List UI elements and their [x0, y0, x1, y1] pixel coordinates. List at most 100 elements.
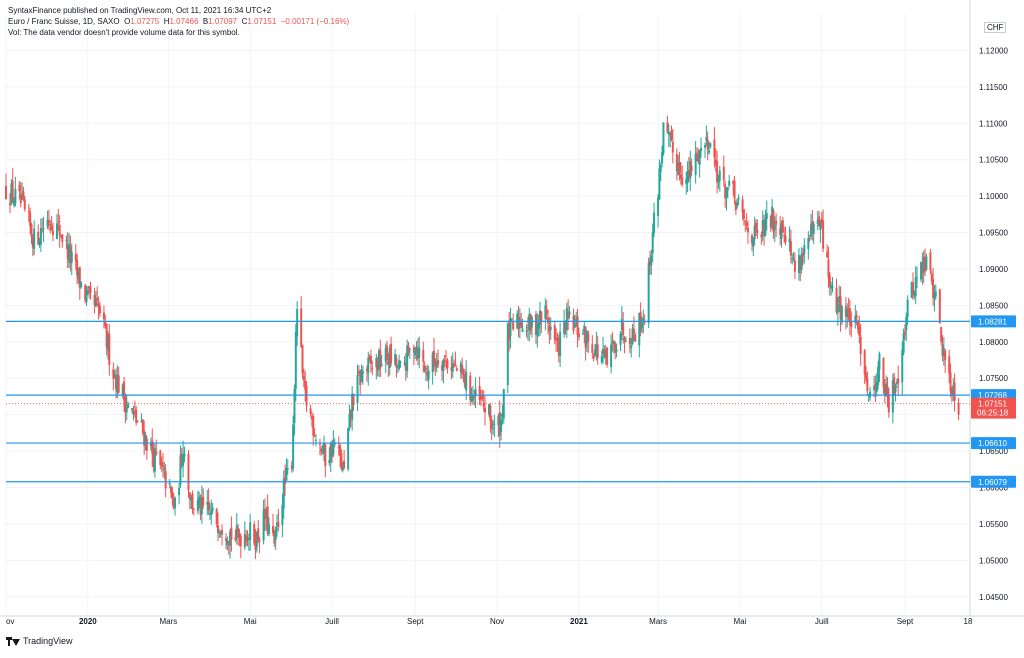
- candle-body[interactable]: [630, 345, 633, 348]
- candle-body[interactable]: [121, 384, 124, 396]
- candle-body[interactable]: [450, 367, 453, 371]
- candle-body[interactable]: [666, 122, 669, 133]
- candle-body[interactable]: [903, 331, 906, 335]
- candle-body[interactable]: [80, 282, 83, 288]
- candle-body[interactable]: [5, 185, 7, 200]
- candle-body[interactable]: [596, 344, 599, 358]
- candle-body[interactable]: [916, 277, 919, 279]
- candle-body[interactable]: [584, 327, 587, 348]
- candle-body[interactable]: [780, 223, 783, 239]
- candle-body[interactable]: [761, 220, 764, 237]
- candle-body[interactable]: [647, 262, 650, 324]
- candle-body[interactable]: [375, 358, 378, 368]
- candle-body[interactable]: [58, 225, 61, 236]
- candle-body[interactable]: [953, 382, 956, 401]
- candle-body[interactable]: [559, 331, 562, 356]
- candle-body[interactable]: [667, 131, 670, 135]
- candle-body[interactable]: [377, 350, 380, 370]
- candle-body[interactable]: [77, 269, 80, 280]
- candle-body[interactable]: [653, 212, 656, 233]
- candle-body[interactable]: [827, 259, 830, 278]
- candle-body[interactable]: [846, 309, 849, 317]
- candle-body[interactable]: [493, 423, 496, 425]
- candle-body[interactable]: [835, 287, 838, 313]
- candle-body[interactable]: [941, 344, 944, 357]
- candle-body[interactable]: [207, 501, 210, 511]
- candle-body[interactable]: [198, 496, 201, 504]
- candle-body[interactable]: [694, 153, 697, 175]
- candle-body[interactable]: [838, 296, 841, 303]
- candle-body[interactable]: [942, 348, 945, 357]
- candle-body[interactable]: [897, 378, 900, 384]
- candle-body[interactable]: [573, 323, 576, 328]
- candle-body[interactable]: [585, 330, 588, 344]
- candle-body[interactable]: [292, 424, 295, 469]
- candle-body[interactable]: [771, 206, 774, 227]
- symbol-name[interactable]: Euro / Franc Suisse, 1D, SAXO: [8, 17, 120, 26]
- candle-body[interactable]: [442, 359, 445, 371]
- candle-body[interactable]: [807, 237, 810, 250]
- candle-body[interactable]: [488, 404, 491, 415]
- candle-body[interactable]: [482, 403, 485, 407]
- footer-brand[interactable]: TradingView: [6, 636, 73, 646]
- candle-body[interactable]: [387, 361, 390, 365]
- candle-body[interactable]: [709, 143, 712, 147]
- candle-body[interactable]: [384, 347, 387, 362]
- candle-body[interactable]: [160, 462, 163, 466]
- candle-body[interactable]: [300, 308, 303, 347]
- candle-body[interactable]: [262, 509, 265, 541]
- candle-body[interactable]: [69, 246, 72, 264]
- candle-body[interactable]: [454, 363, 457, 365]
- candle-body[interactable]: [530, 317, 533, 328]
- candle-body[interactable]: [226, 540, 229, 545]
- candle-body[interactable]: [808, 235, 811, 237]
- candle-body[interactable]: [789, 241, 792, 256]
- candle-body[interactable]: [502, 389, 505, 419]
- candle-body[interactable]: [481, 395, 484, 399]
- candle-body[interactable]: [763, 224, 766, 235]
- candle-body[interactable]: [510, 318, 513, 320]
- candle-body[interactable]: [534, 314, 537, 336]
- candle-body[interactable]: [497, 416, 500, 426]
- candle-body[interactable]: [196, 499, 199, 512]
- candle-body[interactable]: [266, 506, 269, 534]
- candle-body[interactable]: [404, 363, 407, 370]
- candle-body[interactable]: [659, 165, 662, 172]
- candle-body[interactable]: [781, 220, 784, 233]
- candle-body[interactable]: [93, 295, 96, 306]
- candle-body[interactable]: [11, 181, 14, 202]
- candle-body[interactable]: [508, 322, 511, 340]
- candle-body[interactable]: [396, 364, 399, 367]
- candle-body[interactable]: [445, 360, 448, 362]
- candle-body[interactable]: [136, 421, 139, 423]
- candle-body[interactable]: [144, 434, 147, 445]
- candle-body[interactable]: [746, 227, 749, 233]
- candle-body[interactable]: [371, 368, 374, 370]
- candle-body[interactable]: [553, 325, 556, 340]
- candle-body[interactable]: [332, 440, 335, 456]
- candle-body[interactable]: [800, 253, 803, 270]
- candle-body[interactable]: [538, 310, 541, 325]
- candle-body[interactable]: [76, 259, 79, 275]
- candle-body[interactable]: [133, 411, 136, 413]
- candle-body[interactable]: [603, 349, 606, 357]
- candle-body[interactable]: [662, 122, 665, 154]
- candle-body[interactable]: [733, 180, 736, 199]
- candle-body[interactable]: [810, 224, 813, 237]
- candle-body[interactable]: [151, 440, 154, 454]
- candle-body[interactable]: [791, 258, 794, 260]
- candle-body[interactable]: [443, 355, 446, 358]
- candle-body[interactable]: [86, 289, 89, 294]
- candle-body[interactable]: [512, 321, 515, 330]
- candle-body[interactable]: [285, 467, 288, 481]
- candle-body[interactable]: [117, 375, 120, 393]
- candle-body[interactable]: [465, 371, 468, 391]
- candle-body[interactable]: [318, 443, 321, 445]
- candle-body[interactable]: [376, 360, 379, 371]
- candle-body[interactable]: [46, 219, 49, 227]
- candle-body[interactable]: [483, 407, 486, 413]
- candle-body[interactable]: [403, 362, 406, 364]
- candle-body[interactable]: [830, 285, 833, 289]
- candle-body[interactable]: [249, 522, 252, 541]
- candle-body[interactable]: [855, 315, 858, 319]
